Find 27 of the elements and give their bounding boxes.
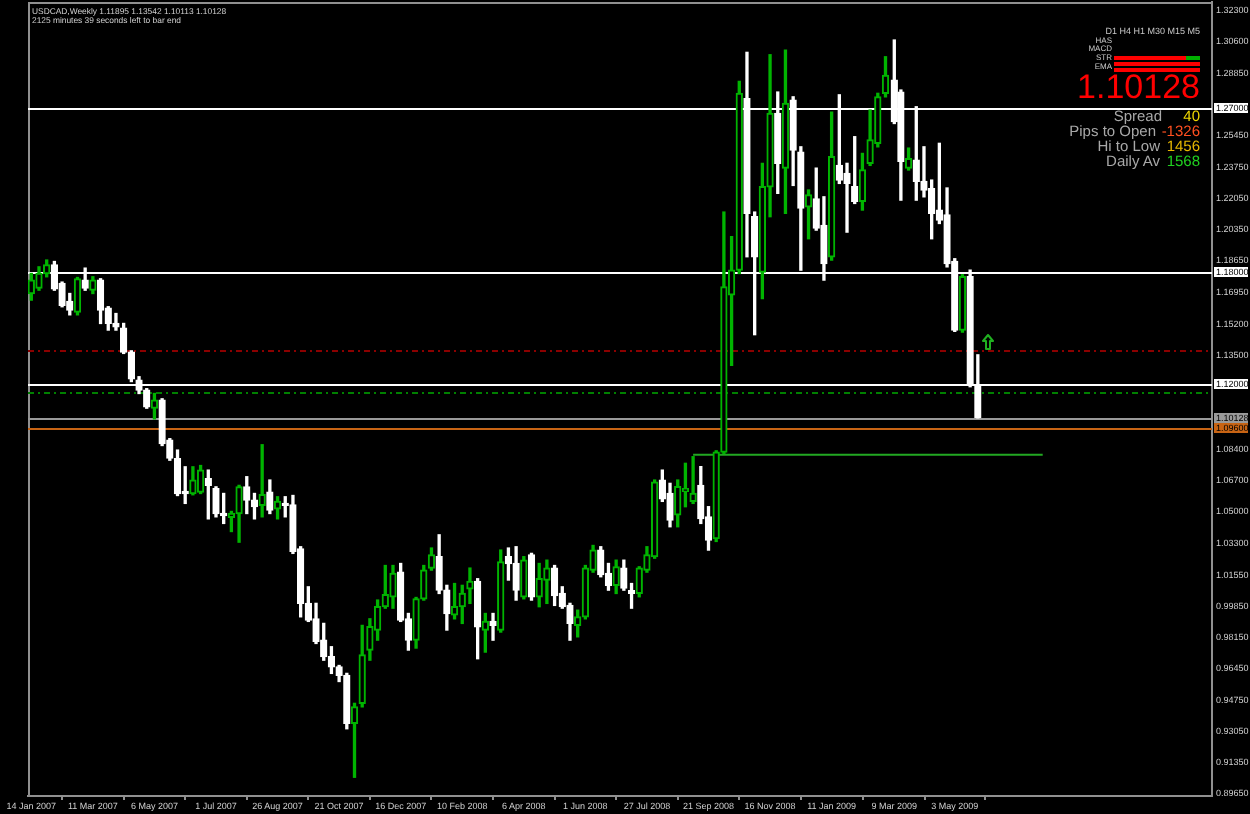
candlestick: [189, 466, 197, 496]
candlestick: [343, 672, 351, 730]
candlestick: [73, 276, 82, 316]
candlestick: [96, 278, 105, 325]
candlestick: [781, 49, 790, 215]
candlestick: [550, 564, 559, 607]
candlestick: [958, 274, 967, 333]
annotation: 1.10128: [1077, 68, 1200, 107]
candlestick: [689, 456, 697, 505]
candlestick: [89, 276, 97, 295]
candlestick: [527, 552, 536, 601]
candlestick: [150, 392, 159, 420]
candlestick: [196, 464, 205, 495]
candlestick: [827, 111, 836, 261]
candlestick: [28, 272, 35, 301]
candlestick: [904, 147, 913, 171]
candlestick: [543, 559, 551, 605]
candlestick: [512, 546, 520, 601]
candlestick: [612, 559, 620, 595]
candlestick: [204, 469, 212, 520]
candlestick: [389, 564, 397, 609]
candlestick: [481, 612, 489, 653]
candlestick: [497, 549, 505, 633]
candlestick: [258, 444, 266, 518]
candlestick: [235, 484, 243, 543]
candlestick: [266, 479, 274, 515]
candlestick: [681, 462, 690, 508]
